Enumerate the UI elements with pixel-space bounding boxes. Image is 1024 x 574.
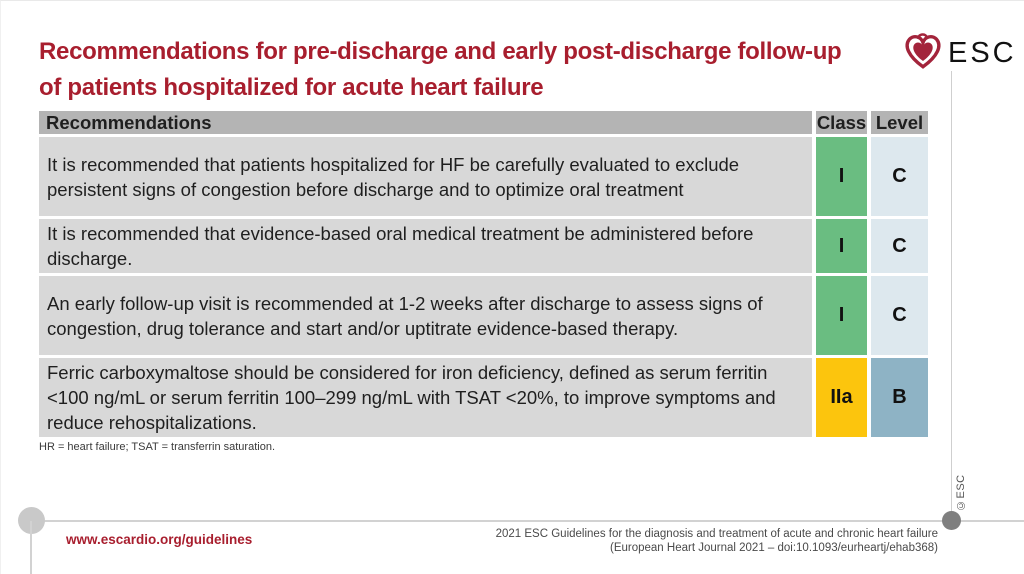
footer-right-dot <box>942 511 961 530</box>
col-header-class: Class <box>816 111 867 134</box>
class-badge: I <box>816 219 867 273</box>
col-header-recommendations: Recommendations <box>39 111 812 134</box>
table-footnote: HR = heart failure; TSAT = transferrin s… <box>39 441 275 453</box>
class-badge: I <box>816 137 867 216</box>
right-divider-line <box>951 71 952 521</box>
level-badge: C <box>871 276 928 355</box>
table-row-text: It is recommended that patients hospital… <box>39 137 812 216</box>
table-row-text: Ferric carboxymaltose should be consider… <box>39 358 812 437</box>
esc-copyright-vertical: ©ESC <box>955 474 967 511</box>
table-row-text: An early follow-up visit is recommended … <box>39 276 812 355</box>
level-badge: C <box>871 219 928 273</box>
page-title-line1: Recommendations for pre-discharge and ea… <box>39 38 842 65</box>
level-badge: B <box>871 358 928 437</box>
page-title: Recommendations for pre-discharge and ea… <box>39 34 899 106</box>
class-badge: IIa <box>816 358 867 437</box>
esc-logo-text: ESC <box>948 37 1017 69</box>
esc-heart-icon <box>901 31 945 76</box>
citation-line1: 2021 ESC Guidelines for the diagnosis an… <box>495 528 938 540</box>
recommendations-table: Recommendations Class Level It is recomm… <box>39 111 928 437</box>
citation: 2021 ESC Guidelines for the diagnosis an… <box>418 527 938 555</box>
page-title-line2: of patients hospitalized for acute heart… <box>39 74 544 101</box>
footer-divider-line <box>31 520 1024 522</box>
guidelines-link[interactable]: www.escardio.org/guidelines <box>66 532 253 547</box>
table-row-text: It is recommended that evidence-based or… <box>39 219 812 273</box>
esc-logo: ESC <box>901 31 1017 76</box>
citation-line2: (European Heart Journal 2021 – doi:10.10… <box>610 542 938 554</box>
col-header-level: Level <box>871 111 928 134</box>
class-badge: I <box>816 276 867 355</box>
level-badge: C <box>871 137 928 216</box>
footer-left-stub-line <box>30 521 32 574</box>
